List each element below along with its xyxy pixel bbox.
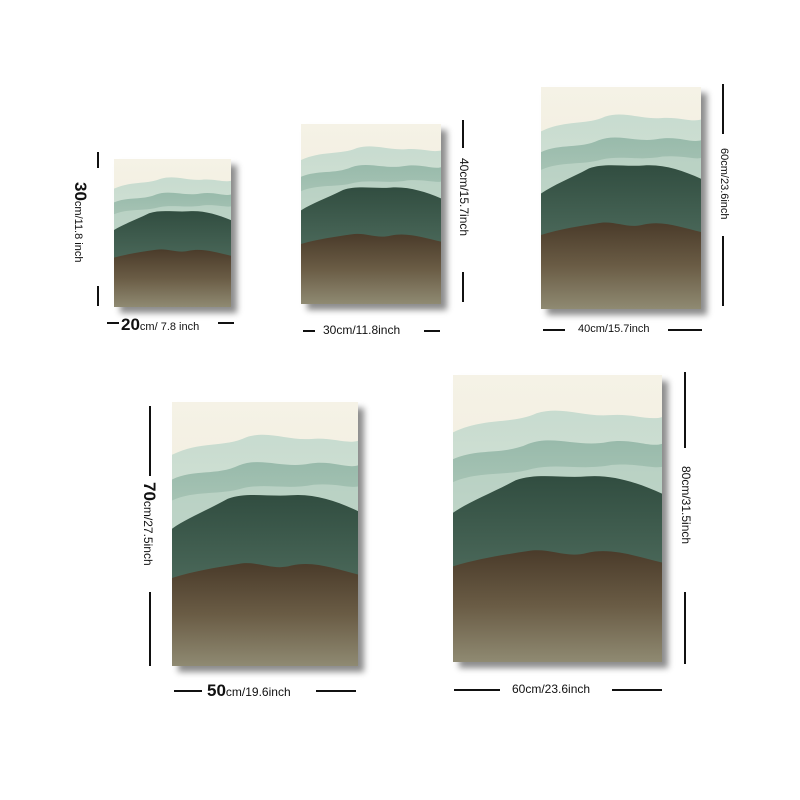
width-label: 60cm/23.6inch — [512, 682, 591, 696]
width-dimension-line — [316, 690, 356, 692]
canvas-print-small — [114, 159, 231, 307]
width-dimension-line — [454, 689, 500, 691]
width-dimension-line — [107, 322, 119, 324]
height-dimension-line — [722, 236, 724, 306]
canvas-print-large — [541, 87, 701, 309]
height-dimension-line — [722, 84, 724, 134]
width-label: 30cm/11.8inch — [323, 323, 401, 337]
width-dimension-line — [543, 329, 565, 331]
height-dimension-line — [462, 272, 464, 302]
height-label: 80cm/31.5inch — [679, 466, 693, 545]
width-dimension-line — [218, 322, 234, 324]
height-dimension-line — [97, 286, 99, 306]
canvas-print-medium — [301, 124, 441, 304]
height-label: 70cm/27.5inch — [140, 482, 159, 566]
landscape-artwork — [541, 87, 701, 309]
canvas-print-xxlarge — [453, 375, 662, 662]
height-dimension-line — [149, 592, 151, 666]
width-label: 40cm/15.7inch — [578, 323, 650, 335]
width-label: 50cm/19.6inch — [207, 681, 291, 700]
landscape-artwork — [114, 159, 231, 307]
canvas-print-xlarge — [172, 402, 358, 666]
width-dimension-line — [303, 330, 315, 332]
height-label: 60cm/23.6inch — [718, 148, 730, 220]
landscape-artwork — [301, 124, 441, 304]
height-dimension-line — [684, 372, 686, 448]
width-dimension-line — [174, 690, 202, 692]
height-dimension-line — [684, 592, 686, 664]
height-dimension-line — [149, 406, 151, 476]
height-dimension-line — [97, 152, 99, 168]
landscape-artwork — [453, 375, 662, 662]
height-label: 30cm/11.8 inch — [71, 182, 90, 263]
width-dimension-line — [612, 689, 662, 691]
width-dimension-line — [424, 330, 440, 332]
landscape-artwork — [172, 402, 358, 666]
width-label: 20cm/ 7.8 inch — [121, 315, 200, 334]
height-label: 40cm/15.7inch — [457, 158, 471, 237]
height-dimension-line — [462, 120, 464, 148]
width-dimension-line — [668, 329, 702, 331]
